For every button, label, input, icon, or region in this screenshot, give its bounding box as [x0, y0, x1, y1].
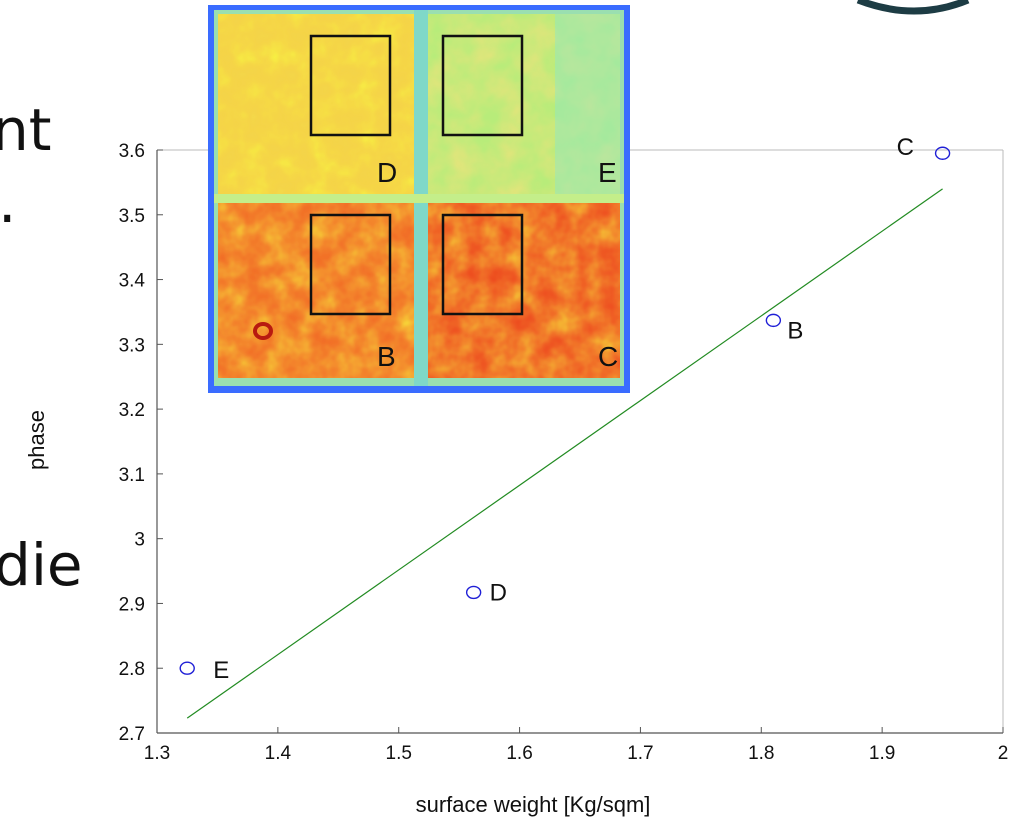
x-tick-label: 1.4 — [265, 743, 292, 764]
y-tick-label: 2.7 — [119, 724, 145, 745]
heatmap-box-b — [309, 213, 392, 316]
x-tick-label: 1.6 — [506, 743, 532, 764]
data-point-label: B — [787, 317, 803, 344]
x-tick-label: 1.3 — [144, 743, 170, 764]
heatmap-label-e: E — [598, 157, 617, 188]
x-tick-label: 1.5 — [386, 743, 412, 764]
data-point-group: E D B C — [179, 134, 951, 684]
x-tick-label: 1.7 — [627, 743, 653, 764]
slide-fragment-1: nt — [0, 96, 52, 164]
y-tick-label: 3 — [134, 530, 145, 551]
data-point-marker — [179, 661, 195, 675]
heatmap-panel-d-texture — [218, 14, 414, 194]
slide-fragment-3: die — [0, 531, 83, 599]
y-tick-label: 3.2 — [119, 400, 145, 421]
y-tick-group: 2.7 2.8 2.9 3 3.1 3.2 3.3 3.4 3.5 3.6 — [119, 141, 163, 745]
heatmap-horizontal-seam — [214, 194, 624, 203]
heatmap-panel-e-cool-zone — [555, 14, 620, 194]
heatmap-spot — [253, 322, 273, 340]
heatmap-panel-c-texture — [428, 203, 620, 378]
y-tick-label: 3.5 — [119, 206, 145, 227]
slide-fragment-2: . — [0, 168, 16, 236]
x-tick-group: 1.3 1.4 1.5 1.6 1.7 1.8 1.9 2 — [144, 727, 1009, 764]
data-point-label: D — [490, 579, 507, 606]
x-tick-label: 1.9 — [869, 743, 895, 764]
y-tick-label: 2.8 — [119, 659, 145, 680]
heatmap-box-c — [441, 213, 524, 316]
y-tick-label: 3.4 — [119, 271, 146, 292]
y-tick-label: 2.9 — [119, 594, 145, 615]
x-tick-label: 1.8 — [748, 743, 774, 764]
heatmap-label-c: C — [598, 341, 618, 372]
plot-area: 1.3 1.4 1.5 1.6 1.7 1.8 1.9 2 2.7 2.8 2.9 3 3.1 3.2 3… — [119, 134, 1009, 764]
y-tick-label: 3.6 — [119, 141, 145, 162]
x-axis-label: surface weight [Kg/sqm] — [416, 792, 651, 817]
data-point-marker — [465, 585, 482, 600]
y-tick-label: 3.3 — [119, 335, 145, 356]
heatmap-panel-b-texture — [218, 203, 414, 378]
heatmap-label-d: D — [377, 157, 397, 188]
heatmap-panel-e-texture — [428, 14, 620, 194]
data-point-marker — [934, 146, 951, 160]
fit-line — [186, 188, 943, 719]
inset-heatmap-image: D E B C — [208, 5, 630, 393]
heatmap-label-b: B — [377, 341, 396, 372]
slide-text-fragments: nt . die — [0, 96, 83, 599]
heatmap-box-d — [309, 34, 392, 137]
y-axis-label: phase — [24, 410, 49, 470]
data-point-label: E — [213, 657, 229, 684]
data-point-marker — [765, 313, 782, 328]
x-tick-label: 2 — [998, 743, 1009, 764]
heatmap-box-e — [441, 34, 524, 137]
data-point-label: C — [897, 134, 914, 161]
logo-arc-icon — [856, 0, 970, 15]
y-tick-label: 3.1 — [119, 465, 145, 486]
